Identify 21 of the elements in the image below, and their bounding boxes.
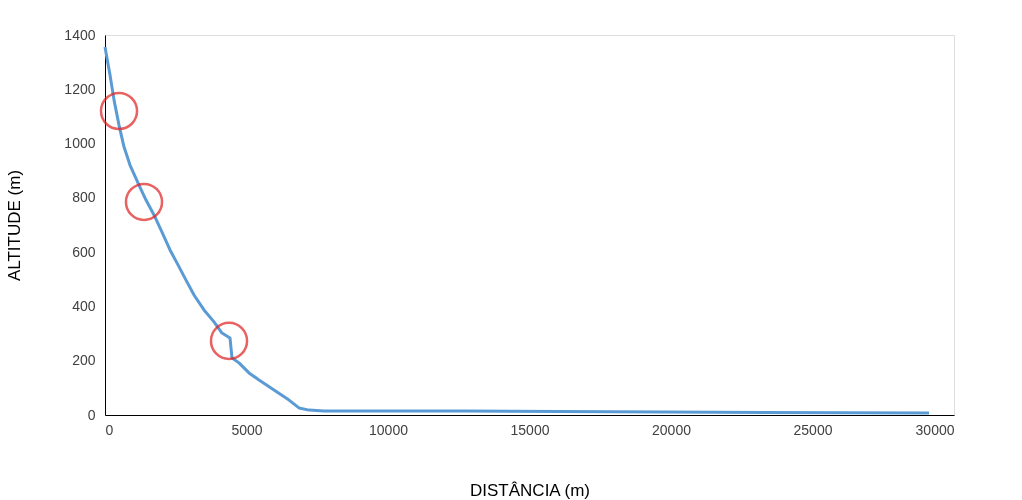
y-tick-label: 1200 bbox=[64, 80, 96, 97]
y-tick-label: 200 bbox=[72, 352, 96, 369]
x-tick-label: 20000 bbox=[652, 421, 692, 438]
y-tick-label: 0 bbox=[87, 406, 96, 423]
y-tick-label: 1400 bbox=[64, 26, 96, 43]
x-axis-title: DISTÂNCIA (m) bbox=[470, 480, 590, 500]
point bbox=[99, 91, 139, 131]
x-tick-label: 0 bbox=[105, 421, 114, 438]
x-tick-label: 25000 bbox=[793, 421, 833, 438]
y-tick-label: 400 bbox=[72, 297, 96, 314]
point bbox=[209, 321, 249, 361]
y-tick-label: 600 bbox=[72, 243, 96, 260]
x-tick-label: 5000 bbox=[231, 421, 263, 438]
x-tick-label: 15000 bbox=[510, 421, 550, 438]
y-axis-title: ALTITUDE (m) bbox=[5, 169, 25, 282]
y-tick-label: 1000 bbox=[64, 135, 96, 152]
line-series bbox=[103, 45, 931, 415]
x-tick-label: 30000 bbox=[915, 421, 955, 438]
point bbox=[124, 182, 164, 222]
x-tick-label: 10000 bbox=[369, 421, 409, 438]
y-tick-label: 800 bbox=[72, 189, 96, 206]
